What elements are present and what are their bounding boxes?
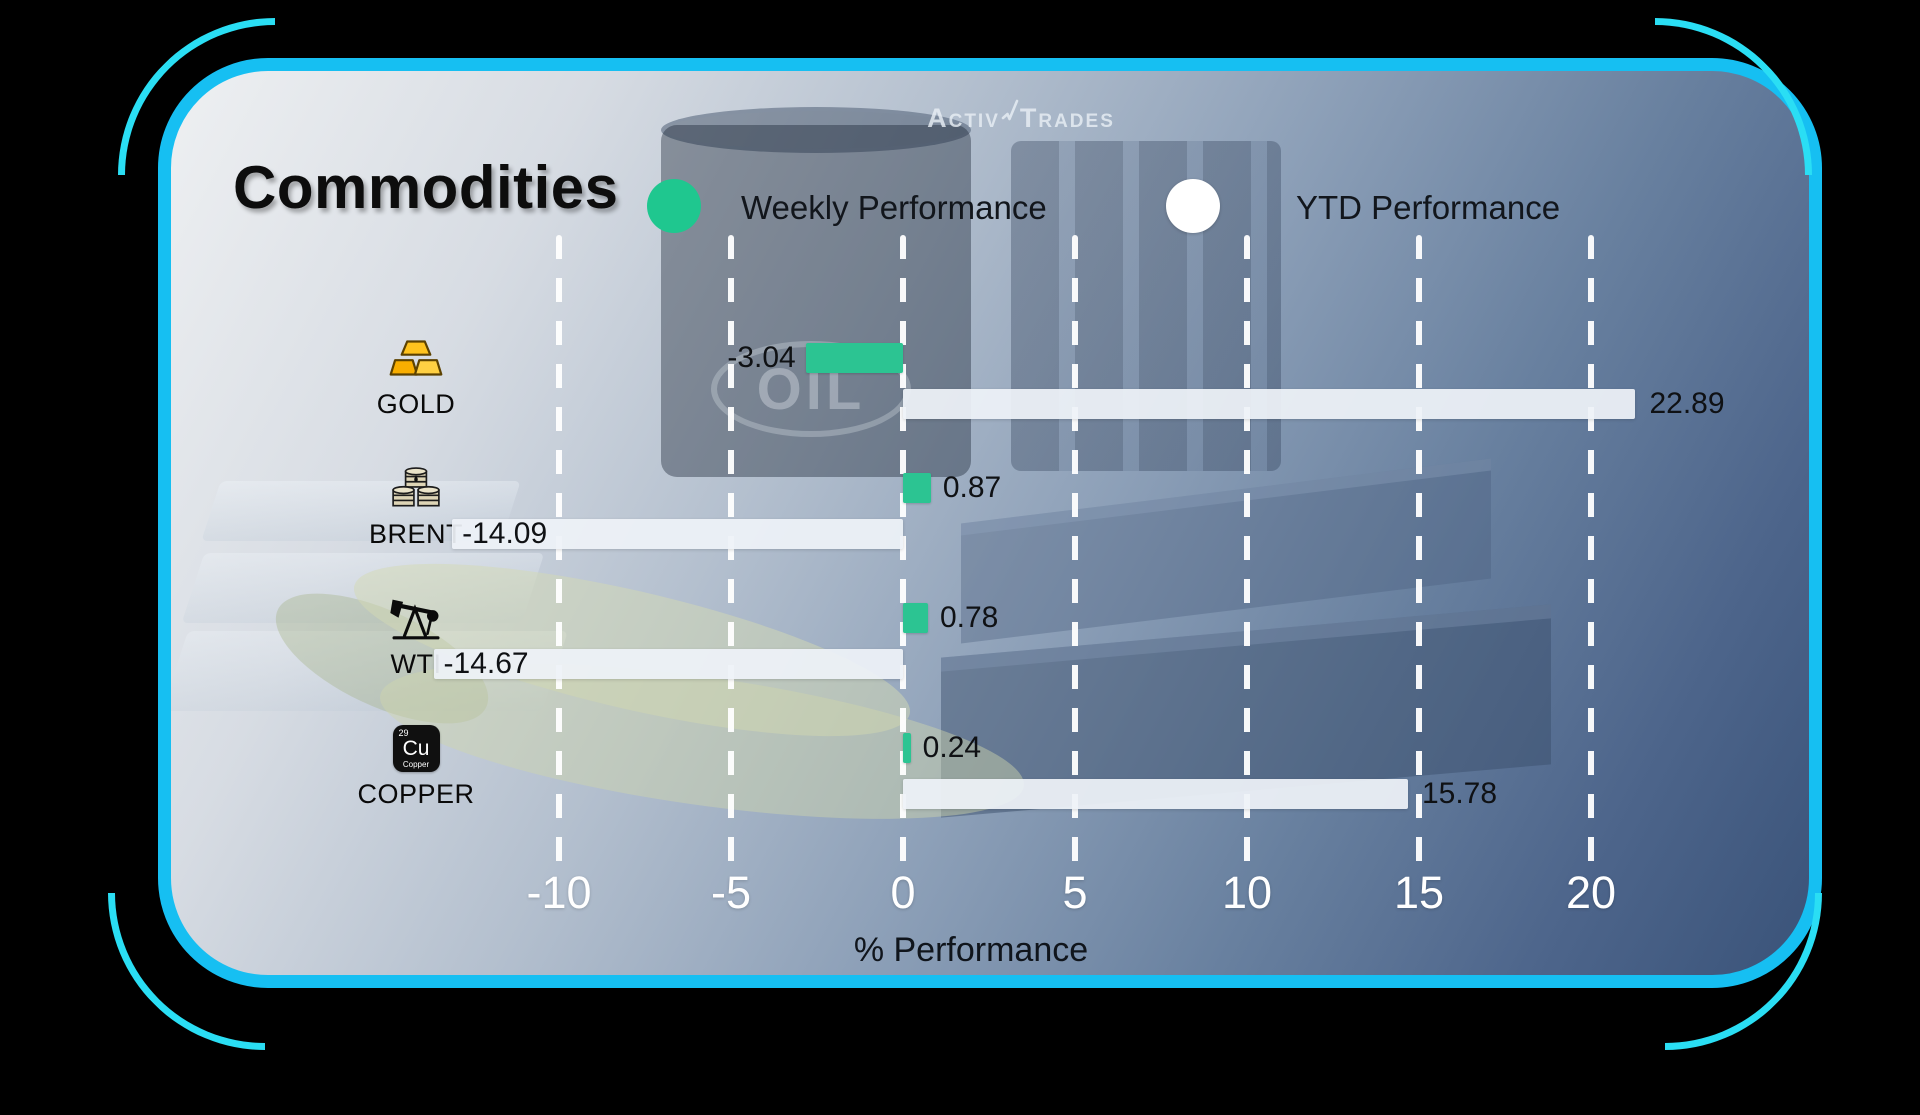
weekly-value-wti: 0.78 (939, 601, 999, 634)
gold-bars-icon (389, 340, 443, 376)
weekly-value-gold: -3.04 (727, 341, 796, 374)
gridline--5 (728, 235, 734, 867)
row-head-copper: 29 Cu Copper COPPER (306, 723, 526, 810)
ytd-value-brent: -14.09 (462, 517, 548, 550)
background-coffee-bean (171, 71, 207, 94)
gridline-5 (1072, 235, 1078, 867)
weekly-bar-copper (903, 733, 911, 763)
logo-left-text: Activ (927, 103, 1000, 133)
row-icon-gold (389, 333, 443, 383)
gridline-0 (900, 235, 906, 867)
weekly-bar-gold (805, 343, 903, 373)
commodities-card: OIL Activ Trades Commodities Weekly Perfo… (158, 58, 1822, 988)
weekly-legend-dot-icon (647, 179, 701, 233)
ytd-value-copper: 15.78 (1421, 777, 1498, 810)
copper-number: 29 (398, 727, 409, 738)
ytd-value-gold: 22.89 (1649, 387, 1725, 420)
background-coffee-bean (171, 71, 207, 94)
gridline-20 (1588, 235, 1594, 867)
weekly-bar-wti (903, 603, 928, 633)
ytd-legend-dot-icon (1166, 179, 1220, 233)
ytd-bar-wti (433, 649, 903, 679)
background-coffee-bean (171, 71, 207, 94)
background-coffee-bean (171, 71, 207, 94)
weekly-legend-label: Weekly Performance (741, 189, 1047, 226)
copper-name: Copper (402, 759, 430, 769)
category-label-gold: GOLD (376, 389, 456, 419)
x-tick-label--5: -5 (710, 867, 751, 918)
ytd-bar-gold (903, 389, 1636, 419)
x-tick-label-15: 15 (1393, 867, 1445, 918)
row-head-wti: WTI (306, 593, 526, 680)
background-coffee-bean (171, 71, 207, 94)
activtrades-logo: Activ Trades (871, 99, 1171, 134)
copper-symbol: Cu (402, 736, 430, 760)
background-metal-slab (961, 458, 1491, 644)
ytd-bar-brent (452, 519, 903, 549)
logo-check-icon (1001, 99, 1019, 121)
category-label-wti: WTI (390, 649, 442, 679)
gridline-10 (1244, 235, 1250, 867)
x-tick-label--10: -10 (526, 867, 592, 918)
weekly-bar-brent (903, 473, 931, 503)
page-title: Commodities (233, 154, 619, 221)
background-coffee-bean (171, 71, 207, 94)
row-head-brent: BRENT (306, 463, 526, 550)
category-label-copper: COPPER (357, 779, 475, 809)
gridline--10 (556, 235, 562, 867)
background-oil-barrel (661, 125, 971, 477)
ytd-legend-label: YTD Performance (1296, 189, 1561, 226)
oil-barrels-icon (392, 467, 440, 507)
gridline-15 (1416, 235, 1422, 867)
weekly-value-brent: 0.87 (942, 471, 1002, 504)
logo-right-text: Trades (1019, 103, 1115, 133)
x-axis-label: % Performance (853, 931, 1089, 969)
weekly-value-copper: 0.24 (922, 731, 982, 764)
background-coffee-bean (171, 71, 207, 94)
background-coffee-bean (171, 71, 207, 94)
category-label-brent: BRENT (368, 519, 463, 549)
ytd-bar-copper (903, 779, 1408, 809)
x-tick-label-5: 5 (1062, 867, 1088, 918)
background-coffee-bean (171, 71, 207, 94)
copper-element-icon: 29 Cu Copper (392, 724, 440, 772)
infographic-stage: OIL Activ Trades Commodities Weekly Perfo… (42, 0, 1888, 1115)
x-tick-label-10: 10 (1221, 867, 1273, 918)
row-head-gold: GOLD (306, 333, 526, 420)
ytd-value-wti: -14.67 (443, 647, 529, 680)
background-pipes (1011, 141, 1281, 471)
row-icon-brent (390, 463, 442, 513)
background-coffee-bean (171, 71, 207, 94)
pumpjack-icon (390, 599, 440, 640)
x-tick-label-20: 20 (1565, 867, 1617, 918)
row-icon-wti (389, 593, 443, 643)
row-icon-copper: 29 Cu Copper (392, 723, 440, 773)
x-tick-label-0: 0 (890, 867, 916, 918)
